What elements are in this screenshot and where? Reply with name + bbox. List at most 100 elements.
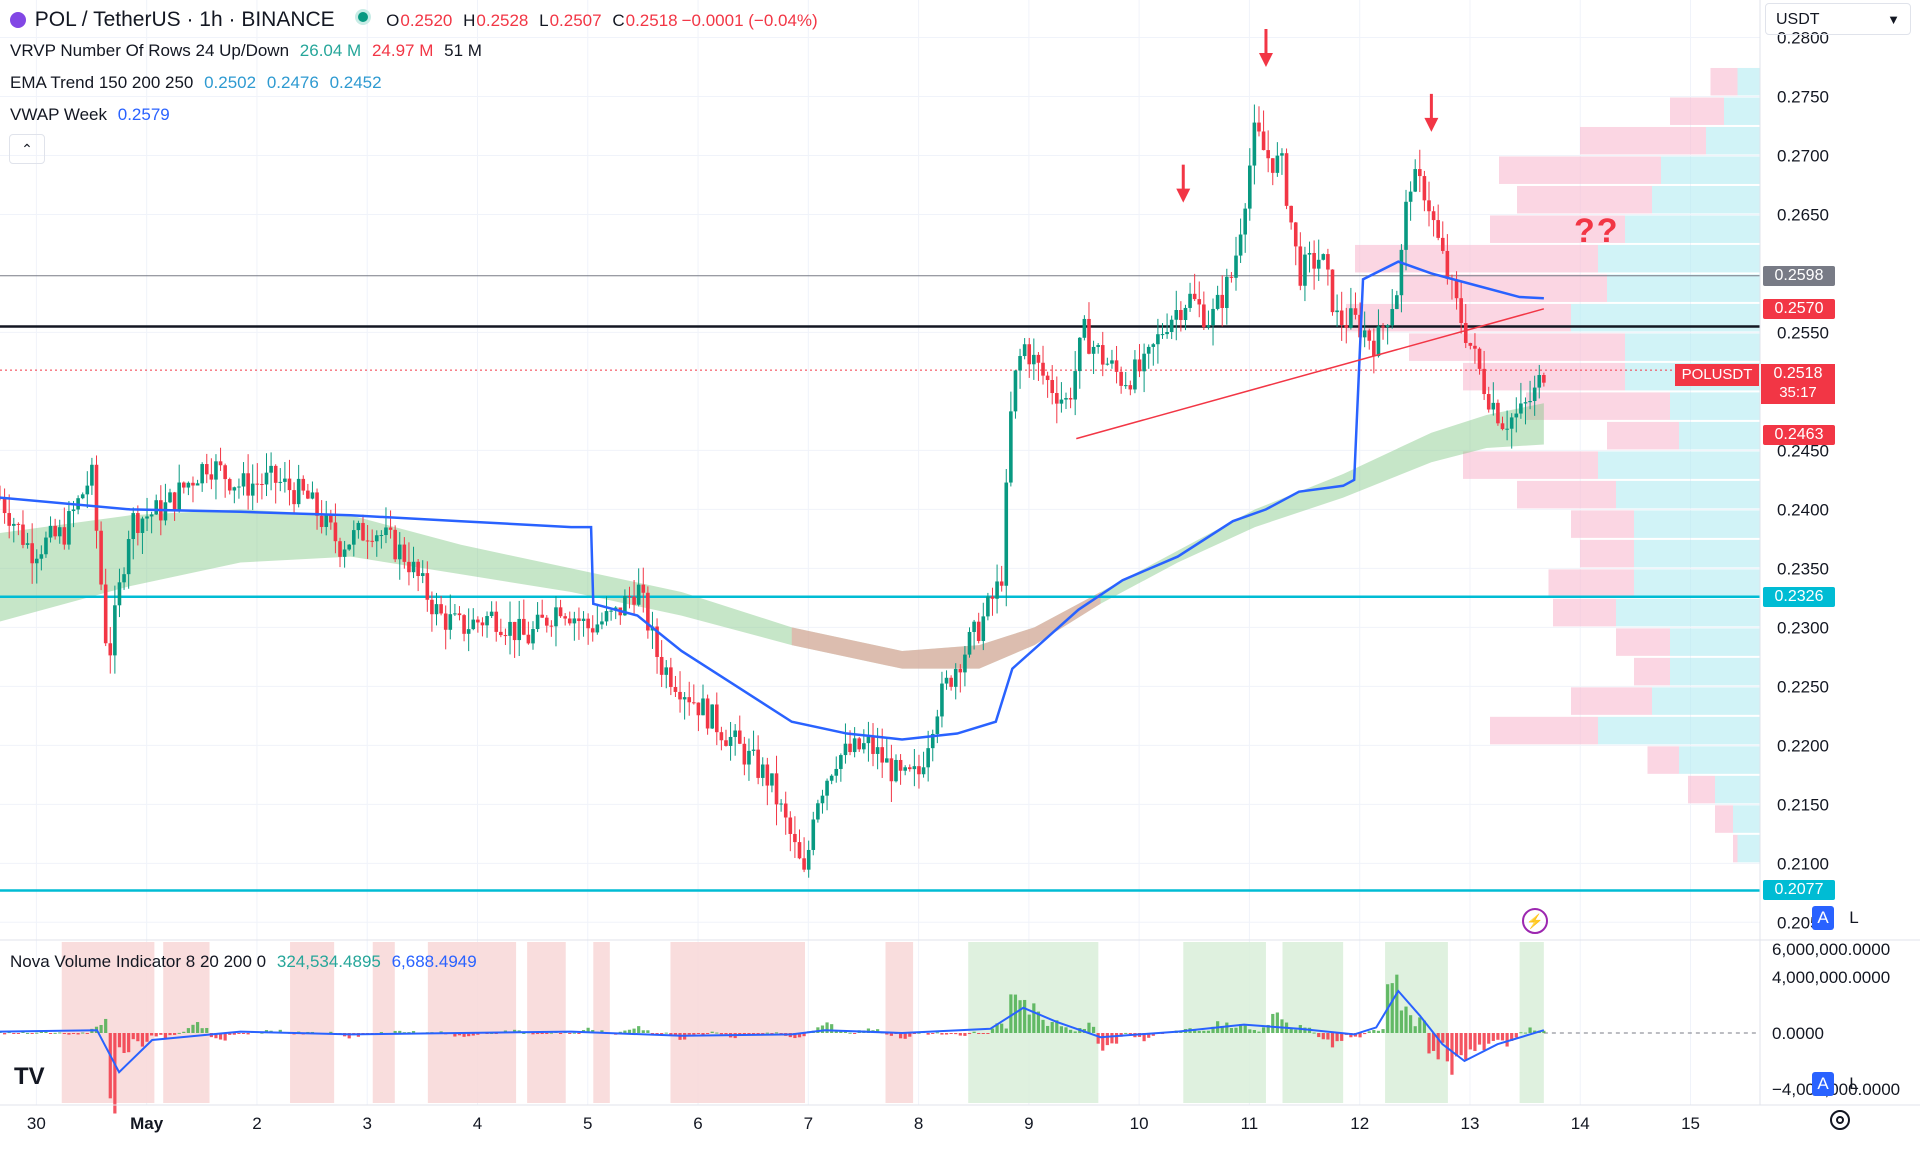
candle-body	[710, 704, 714, 729]
vp-down-bar	[1607, 421, 1679, 450]
x-tick-label: 4	[473, 1114, 482, 1133]
volume-bar	[600, 1030, 604, 1033]
settings-icon[interactable]	[1830, 1110, 1850, 1130]
candle-body	[829, 775, 834, 781]
log-scale-button-volume[interactable]: L	[1849, 1074, 1859, 1093]
candle-body	[1137, 359, 1142, 372]
volume-bar	[218, 1033, 223, 1040]
candle-body	[554, 607, 558, 627]
candle-body	[517, 618, 522, 641]
candle-body	[7, 513, 11, 526]
volume-bar	[1491, 1033, 1495, 1041]
candle-body	[1257, 122, 1261, 132]
volume-y-tick: 6,000,000.0000	[1772, 940, 1890, 959]
volume-bar	[1147, 1033, 1151, 1038]
volume-bar	[30, 1033, 34, 1034]
symbol-icon[interactable]	[10, 12, 26, 28]
volume-bar	[195, 1022, 200, 1033]
currency-label: USDT	[1776, 11, 1820, 28]
volume-bar	[1312, 1032, 1316, 1034]
candle-body	[719, 732, 724, 741]
volume-bar	[853, 1033, 857, 1034]
arrow-head	[1176, 188, 1191, 203]
vp-down-bar	[1710, 67, 1738, 96]
volume-bar	[1431, 1033, 1436, 1051]
vp-up-bar	[1652, 185, 1760, 214]
vp-down-bar	[1490, 215, 1625, 243]
y-tick-label: 0.2650	[1777, 205, 1829, 224]
volume-bar	[549, 1032, 553, 1034]
candle-body	[811, 819, 816, 850]
candle-body	[145, 516, 149, 519]
x-tick-label: 15	[1681, 1114, 1700, 1133]
bolt-icon[interactable]: ⚡	[1522, 908, 1548, 934]
candle-body	[1303, 254, 1307, 286]
candle-body	[1417, 169, 1422, 177]
candle-body	[1091, 346, 1096, 354]
volume-bar	[1294, 1029, 1298, 1033]
log-scale-button[interactable]: L	[1849, 908, 1859, 927]
vrvp-legend[interactable]: VRVP Number Of Rows 24 Up/Down 26.04 M 2…	[10, 41, 482, 60]
ema-band-bearish	[791, 591, 1101, 669]
candle-body	[1381, 326, 1385, 328]
arrow-head	[1258, 52, 1273, 67]
vp-down-bar	[1490, 716, 1598, 745]
volume-bar	[145, 1033, 149, 1042]
candle-body	[191, 482, 195, 486]
candle-body	[1202, 304, 1206, 328]
candle-body	[774, 773, 779, 805]
volume-bar	[687, 1033, 691, 1035]
candle-body	[397, 544, 402, 560]
candle-body	[604, 611, 609, 622]
volume-y-tick: −4,000,000.0000	[1772, 1080, 1900, 1099]
symbol-title[interactable]: POL / TetherUS · 1h · BINANCE	[34, 8, 335, 31]
volume-profile	[1346, 67, 1760, 863]
x-tick-label: 5	[583, 1114, 592, 1133]
candle-body	[903, 767, 907, 771]
x-tick-label: 14	[1571, 1114, 1590, 1133]
vp-up-bar	[1625, 333, 1760, 361]
volume-bar	[1317, 1033, 1321, 1038]
candle-body	[25, 543, 30, 545]
collapse-legend-button[interactable]: ⌃	[9, 134, 45, 164]
candle-body	[287, 478, 292, 491]
vp-up-bar	[1670, 392, 1760, 420]
currency-select[interactable]: USDT ▼	[1765, 3, 1911, 35]
tradingview-logo[interactable]: TV	[14, 1063, 45, 1090]
vwap-legend[interactable]: VWAP Week 0.2579	[10, 105, 170, 124]
candle-body	[793, 833, 797, 843]
volume-bar	[1128, 1033, 1132, 1034]
candle-body	[1215, 294, 1220, 309]
candle-body	[168, 492, 172, 503]
volume-bar	[168, 1033, 172, 1036]
volume-bar	[1234, 1027, 1238, 1033]
nova-legend[interactable]: Nova Volume Indicator 8 20 200 0 324,534…	[10, 952, 477, 971]
current-price-box: 0.2518 35:17	[1761, 364, 1835, 404]
y-tick-label: 0.2350	[1777, 559, 1829, 578]
candle-body	[999, 581, 1004, 586]
candle-body	[338, 541, 342, 557]
volume-bar	[917, 1032, 921, 1034]
candle-body	[71, 509, 76, 512]
candle-body	[572, 618, 577, 624]
candle-body	[825, 780, 829, 796]
volume-bar	[834, 1030, 838, 1033]
vp-down-bar	[1647, 746, 1679, 774]
candle-body	[1321, 254, 1326, 260]
volume-bar	[1390, 983, 1394, 1033]
ema-legend[interactable]: EMA Trend 150 200 250 0.2502 0.2476 0.24…	[10, 73, 382, 92]
candle-body	[549, 625, 554, 627]
y-tick-label: 0.2200	[1777, 736, 1829, 755]
auto-scale-button-volume[interactable]: A	[1812, 1072, 1834, 1096]
candle-body	[462, 615, 466, 634]
volume-bar	[931, 1033, 935, 1034]
vp-down-bar	[1517, 480, 1616, 509]
volume-bar	[761, 1033, 765, 1034]
volume-bar	[825, 1022, 829, 1033]
question-annotation[interactable]: ??	[1574, 212, 1620, 250]
volume-shading	[290, 942, 335, 1103]
candle-body	[1523, 402, 1528, 404]
auto-scale-button[interactable]: A	[1812, 906, 1834, 930]
vwap-line	[0, 260, 1544, 741]
